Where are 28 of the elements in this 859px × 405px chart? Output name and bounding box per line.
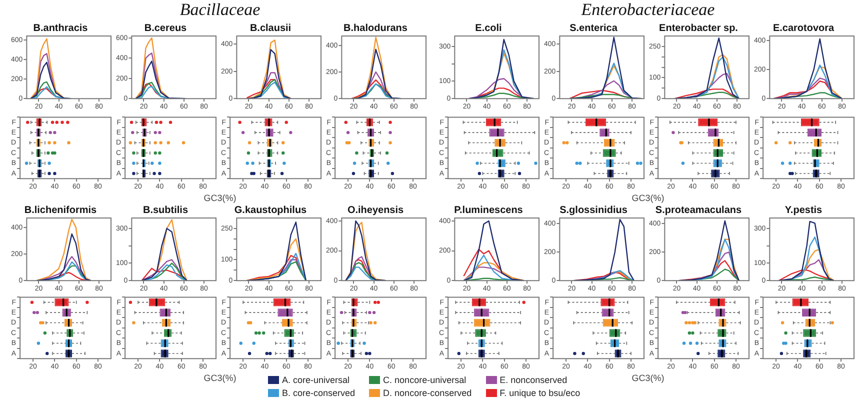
- chart-title: P.luminescens: [454, 204, 524, 216]
- text: Bacillaceae: [178, 0, 262, 20]
- chart-title: B.anthracis: [33, 22, 88, 34]
- legend-label: B. core-conserved: [282, 388, 356, 398]
- chart-title: O.iheyensis: [347, 204, 404, 216]
- x-axis-title: GC3(%): [202, 193, 238, 203]
- chart-title: Enterobacter sp.: [659, 22, 738, 34]
- chart-title: B.clausii: [250, 22, 292, 34]
- chart-title: B.licheniformis: [24, 204, 98, 216]
- legend-label: F. unique to bsu/eco: [500, 388, 580, 398]
- legend-label: D. noncore-conserved: [383, 388, 472, 398]
- legend-label: A. core-universal: [282, 375, 350, 385]
- chart-title: B.cereus: [144, 22, 188, 34]
- legend-label: E. nonconserved: [500, 375, 568, 385]
- chart-title: B.subtilis: [142, 204, 188, 216]
- chart-title: S.enterica: [570, 22, 618, 34]
- chart-title: Y.pestis: [784, 204, 823, 216]
- legend-label: C. noncore-universal: [383, 375, 466, 385]
- chart-title: E.coli: [475, 22, 502, 34]
- x-axis-title: GC3(%): [204, 373, 236, 383]
- chart-title: S.proteamaculans: [655, 204, 742, 216]
- x-axis-title: GC3(%): [630, 193, 666, 203]
- x-axis-title: GC3(%): [632, 373, 664, 383]
- chart-title: S.glossinidius: [560, 204, 628, 216]
- chart-title: G.kaustophilus: [234, 204, 308, 216]
- chart-title: B.halodurans: [344, 22, 408, 34]
- text: Enterobacteriaceae: [580, 0, 716, 20]
- chart-title: E.carotovora: [772, 22, 834, 34]
